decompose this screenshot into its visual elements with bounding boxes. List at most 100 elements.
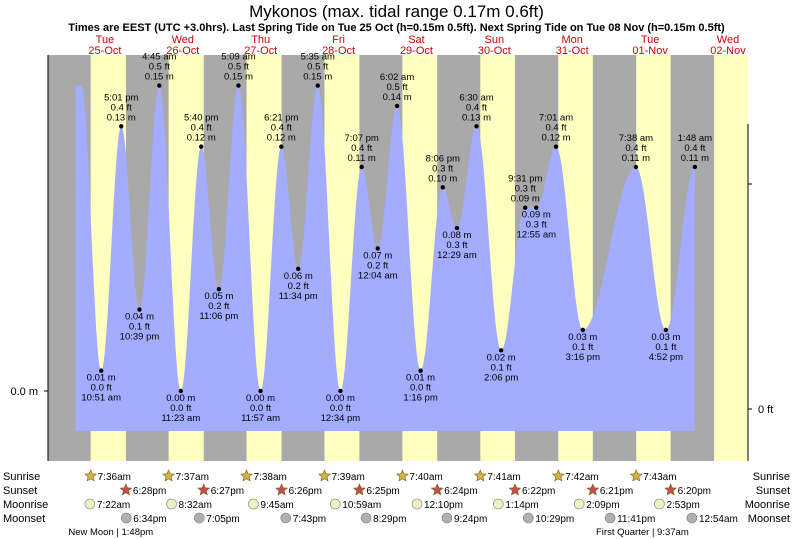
tide-label-text: 0.3 ft	[446, 240, 467, 251]
high-tide-marker: 7:07 pm0.4 ft0.11 m	[345, 133, 379, 170]
row-label-left: Moonset	[3, 513, 45, 525]
tide-label-text: 0.3 ft	[432, 163, 453, 174]
low-tide-marker: 0.01 m0.0 ft1:16 pm	[403, 368, 438, 404]
tide-label-text: 0.00 m	[246, 393, 275, 404]
tide-point	[534, 205, 539, 210]
tide-label-text: 0.3 ft	[526, 220, 547, 231]
sunrise-event: 7:43am	[629, 469, 677, 483]
tide-label-text: 7:01 am	[539, 113, 573, 124]
moonrise-time: 1:14pm	[505, 500, 538, 511]
sunrise-event: 7:38am	[240, 469, 287, 483]
moonset-time: 7:05pm	[206, 514, 239, 525]
moonset-icon	[120, 512, 132, 524]
moonset-time: 11:41pm	[617, 514, 655, 525]
tide-label-text: 0.03 m	[568, 332, 597, 343]
moon-phase-label: First Quarter | 9:37am	[596, 527, 689, 538]
tide-point	[454, 225, 460, 231]
sunset-icon	[197, 483, 211, 496]
moonrise-time: 8:32am	[179, 500, 212, 511]
tide-point	[236, 83, 241, 88]
sunset-icon	[586, 483, 600, 496]
tide-label-text: 0.13 m	[107, 112, 136, 123]
tide-label-text: 0.4 ft	[466, 102, 487, 113]
day-dow: Fri	[332, 34, 345, 46]
tide-label-text: 0.00 m	[326, 393, 355, 404]
tide-label-text: 10:51 am	[81, 393, 121, 404]
moonrise-event: 2:53pm	[654, 498, 700, 511]
tide-label-text: 0.12 m	[187, 133, 216, 144]
tide-label-text: 10:39 pm	[120, 332, 160, 343]
high-tide-marker: 6:21 pm0.4 ft0.12 m	[264, 113, 299, 149]
tide-label-text: 0.5 ft	[149, 62, 170, 73]
tide-label-text: 0.0 ft	[410, 383, 431, 394]
tide-point	[137, 307, 142, 312]
high-tide-marker: 5:01 pm0.4 ft0.13 m	[104, 92, 138, 129]
day-labels: Tue25-OctWed26-OctThu27-OctFri28-OctSat2…	[88, 34, 746, 57]
day-date: 25-Oct	[88, 45, 121, 57]
tide-label-text: 2:06 pm	[484, 372, 518, 383]
sunrise-time: 7:36am	[98, 472, 131, 483]
tide-label-text: 0.08 m	[442, 230, 471, 241]
moonrise-event: 10:59am	[329, 498, 381, 511]
chart-subtitle: Times are EEST (UTC +3.0hrs). Last Sprin…	[68, 22, 725, 34]
tide-label-text: 11:06 pm	[199, 311, 238, 322]
tide-label-text: 0.2 ft	[288, 281, 309, 292]
row-label-left: Sunset	[3, 485, 37, 497]
tide-point	[692, 164, 698, 170]
tide-label-text: 0.1 ft	[572, 342, 593, 353]
sunrise-icon	[240, 469, 253, 482]
tide-point	[553, 144, 559, 149]
sunset-icon	[275, 483, 289, 496]
tide-label-text: 0.10 m	[428, 173, 457, 184]
tide-point	[523, 205, 528, 210]
sunset-event: 6:21pm	[586, 483, 633, 497]
tide-label-text: 0.0 ft	[250, 403, 271, 414]
tide-label-text: 5:01 pm	[104, 92, 138, 103]
sunrise-event: 7:41am	[473, 469, 521, 483]
tide-label-text: 0.1 ft	[655, 342, 676, 353]
moonset-time: 10:29pm	[535, 514, 574, 525]
day-date: 26-Oct	[166, 45, 199, 57]
sunrise-icon	[395, 469, 409, 482]
tide-point	[258, 388, 263, 394]
sunset-event: 6:27pm	[197, 483, 244, 497]
moonrise-event: 1:14pm	[493, 498, 539, 511]
sunset-time: 6:27pm	[211, 486, 244, 497]
moonrise-icon	[493, 498, 504, 510]
row-label-right: Moonset	[748, 513, 790, 525]
row-label-left: Moonrise	[3, 499, 48, 511]
sunset-icon	[430, 483, 444, 496]
tide-label-text: 0.4 ft	[271, 123, 292, 134]
tide-label-text: 0.01 m	[87, 373, 116, 384]
tide-label-text: 7:38 am	[619, 133, 653, 144]
sunrise-icon	[473, 469, 487, 482]
tide-label-text: 0.11 m	[348, 153, 376, 164]
sunset-time: 6:21pm	[600, 486, 633, 497]
moonset-event: 9:24pm	[441, 512, 487, 525]
tide-label-text: 0.0 ft	[91, 383, 112, 394]
tide-label-text: 0.2 ft	[367, 260, 388, 271]
low-tide-marker: 0.02 m0.1 ft2:06 pm	[484, 348, 518, 383]
row-label-right: Sunrise	[753, 471, 790, 483]
moonset-event: 11:41pm	[604, 512, 655, 525]
tide-label-text: 9:31 pm	[508, 174, 542, 185]
tide-point	[315, 83, 320, 88]
sunrise-event: 7:42am	[551, 469, 599, 483]
moonrise-time: 7:22am	[97, 500, 130, 511]
moonrise-time: 2:09pm	[586, 500, 619, 511]
moonset-event: 7:05pm	[194, 512, 240, 525]
sunset-time: 6:26pm	[289, 486, 322, 497]
sunrise-time: 7:43am	[643, 472, 676, 483]
tide-label-text: 1:48 am	[678, 133, 712, 144]
sunrise-time: 7:37am	[176, 472, 209, 483]
